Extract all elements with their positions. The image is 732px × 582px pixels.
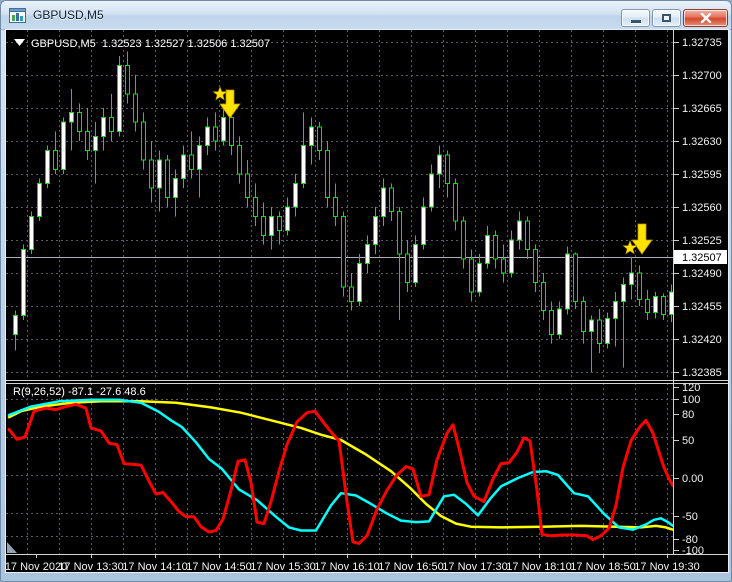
sell-signal-arrow-1 [212, 86, 241, 119]
price-tick-label: 1.32455 [682, 301, 722, 313]
minimize-icon [630, 19, 641, 24]
price-tick-label: 1.32630 [682, 136, 722, 148]
cyan-mid-line [7, 398, 673, 532]
time-tick-label: 17 Nov 14:10 [122, 561, 187, 572]
restore-button[interactable] [652, 9, 681, 27]
price-tick-label: 1.32700 [682, 70, 722, 82]
price-axis: 1.32735 1.32700 1.32665 1.32630 1.32595 1.325… [673, 37, 727, 379]
oscillator-tick-label: 0.00 [682, 473, 703, 485]
oscillator-tick-label: 100 [682, 394, 700, 406]
current-price-label: 1.32507 [682, 252, 722, 264]
star-icon [212, 86, 228, 101]
down-arrow-icon [219, 89, 241, 119]
time-tick-label: 17 Nov 15:30 [250, 561, 315, 572]
time-tick-label: 17 Nov 17:30 [442, 561, 507, 572]
window-controls [621, 9, 728, 27]
candles [13, 51, 674, 372]
price-tick-label: 1.32595 [682, 169, 722, 181]
time-tick-label: 17 Nov 14:50 [186, 561, 251, 572]
time-tick-label: 17 Nov 16:10 [314, 561, 379, 572]
price-tick-label: 1.32560 [682, 202, 722, 214]
pane-separators [6, 30, 728, 555]
window-title: GBPUSD,M5 [33, 8, 104, 22]
price-tick-label: 1.32490 [682, 268, 722, 280]
oscillator-tick-label: -80 [682, 534, 698, 546]
down-arrow-icon [631, 223, 653, 255]
oscillator-tick-label: 120 [682, 382, 700, 394]
chart-app-icon [9, 7, 26, 23]
chart-background [6, 30, 728, 572]
sell-signal-arrow-2 [622, 223, 653, 255]
price-tick-label: 1.32420 [682, 334, 722, 346]
oscillator-tick-label: -100 [682, 545, 704, 557]
symbol-dropdown-icon[interactable] [14, 39, 25, 46]
titlebar[interactable]: GBPUSD,M5 [1, 1, 731, 30]
price-tick-label: 1.32525 [682, 235, 722, 247]
quote-header-text: GBPUSD,M5 1.32523 1.32527 1.32506 1.3250… [31, 38, 270, 50]
oscillator-tick-label: -50 [682, 511, 698, 523]
time-tick-label: 17 Nov 18:10 [506, 561, 571, 572]
quote-header: GBPUSD,M5 1.32523 1.32527 1.32506 1.3250… [14, 38, 270, 50]
time-tick-label: 17 Nov 13:30 [58, 561, 123, 572]
close-icon [700, 13, 711, 23]
time-tick-label: 17 Nov 2020 [6, 561, 67, 572]
star-icon [622, 240, 638, 255]
price-tick-label: 1.32735 [682, 37, 722, 49]
price-tick-label: 1.32665 [682, 103, 722, 115]
time-tick-label: 17 Nov 16:50 [378, 561, 443, 572]
pane-resize-grip[interactable] [7, 542, 17, 553]
close-button[interactable] [683, 9, 728, 27]
oscillator-lines [7, 398, 673, 545]
minimize-button[interactable] [621, 9, 650, 27]
red-fast-line [7, 402, 673, 545]
grid [6, 30, 673, 554]
indicator-header-label: R(9,26,52) -87.1 -27.6 48.6 [13, 386, 146, 398]
oscillator-tick-label: 50 [682, 435, 694, 447]
chart-client-area[interactable]: 1.32735 1.32700 1.32665 1.32630 1.32595 1.325… [5, 29, 729, 573]
restore-icon [662, 14, 671, 22]
current-price-badge [674, 250, 727, 264]
oscillator-tick-label: 80 [682, 409, 694, 421]
price-chart-svg[interactable]: 1.32735 1.32700 1.32665 1.32630 1.32595 1.325… [6, 30, 728, 572]
price-tick-label: 1.32385 [682, 367, 722, 379]
time-tick-label: 17 Nov 18:50 [570, 561, 635, 572]
time-tick-label: 17 Nov 19:30 [634, 561, 699, 572]
